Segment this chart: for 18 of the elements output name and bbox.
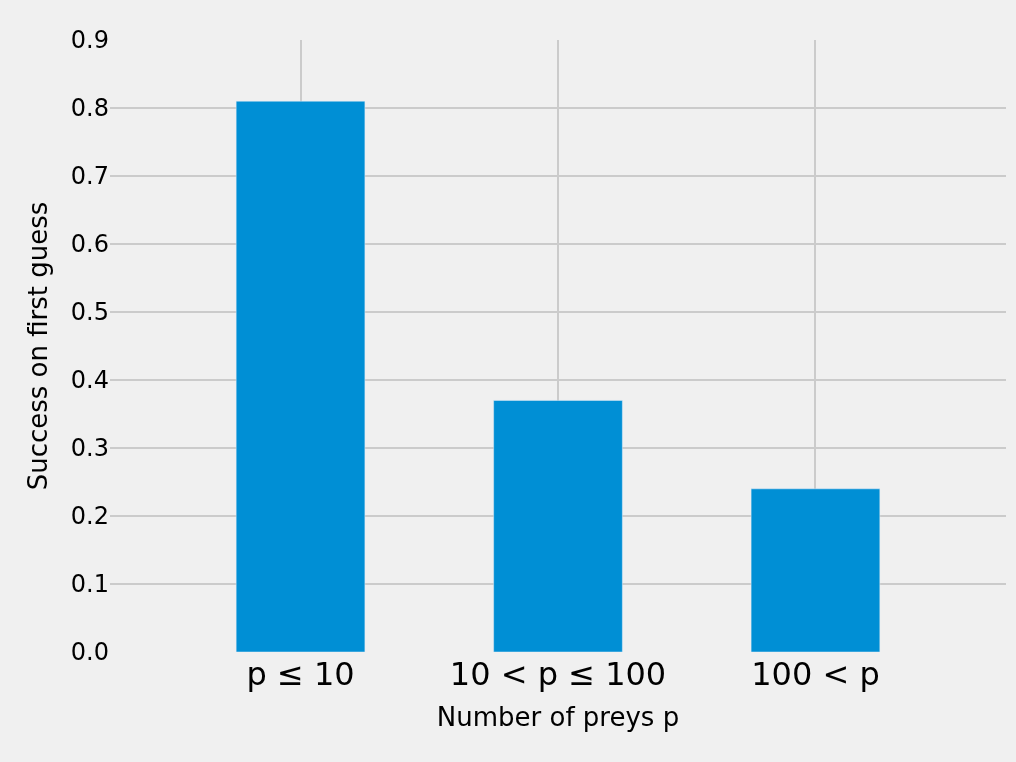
- x-tick-label: p ≤ 10: [246, 655, 355, 693]
- y-tick-label: 0.4: [70, 366, 109, 395]
- bar: [750, 488, 881, 652]
- y-tick-label: 0.1: [70, 570, 109, 599]
- y-tick-label: 0.2: [70, 502, 109, 531]
- y-tick-label: 0.9: [70, 26, 109, 55]
- y-tick-label: 0.5: [70, 298, 109, 327]
- bar: [235, 100, 366, 652]
- y-tick-label: 0.7: [70, 162, 109, 191]
- x-tick-label: 100 < p: [751, 655, 880, 693]
- x-tick-label: 10 < p ≤ 100: [449, 655, 667, 693]
- y-tick-label: 0.3: [70, 434, 109, 463]
- y-axis-title: Success on first guess: [23, 201, 54, 491]
- x-axis-title: Number of preys p: [436, 701, 680, 732]
- bar: [493, 400, 623, 652]
- y-tick-label: 0.8: [70, 94, 109, 123]
- y-tick-label: 0.0: [70, 638, 109, 667]
- y-tick-label: 0.6: [70, 230, 109, 259]
